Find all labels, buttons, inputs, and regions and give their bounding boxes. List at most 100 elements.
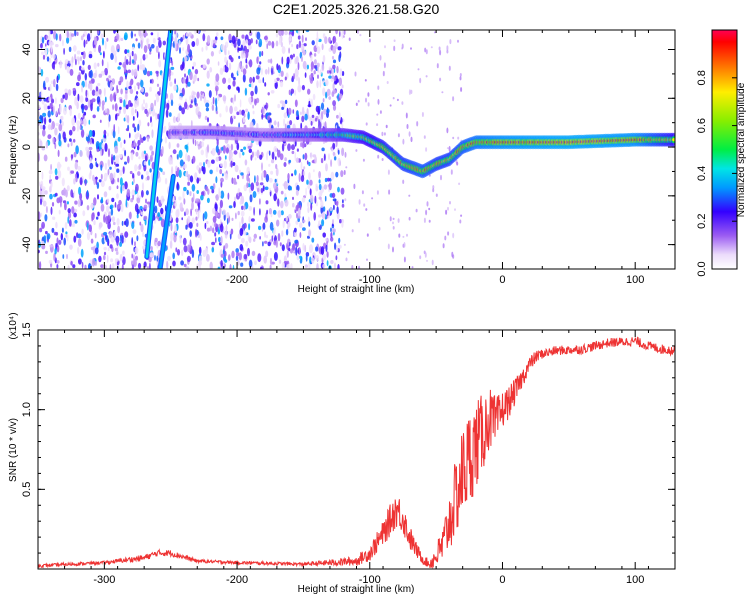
noise-speckle [116, 84, 118, 92]
noise-speckle [307, 206, 310, 214]
noise-speckle [103, 50, 105, 59]
noise-speckle [85, 39, 88, 45]
noise-speckle [183, 186, 187, 192]
noise-speckle [206, 254, 210, 262]
noise-speckle [212, 227, 215, 234]
noise-speckle [302, 60, 307, 70]
y-tick-label: -20 [21, 188, 33, 204]
noise-speckle [271, 151, 275, 161]
noise-speckle [331, 75, 335, 80]
noise-speckle [220, 181, 223, 188]
noise-speckle [71, 56, 74, 64]
noise-speckle [47, 134, 52, 140]
noise-speckle [150, 121, 153, 128]
noise-speckle [460, 214, 463, 217]
noise-speckle [48, 169, 53, 175]
noise-speckle [116, 168, 120, 173]
noise-speckle [123, 99, 126, 109]
noise-speckle [337, 157, 341, 167]
noise-speckle [283, 180, 288, 190]
noise-speckle [248, 216, 251, 223]
noise-speckle [38, 211, 41, 221]
noise-speckle [339, 68, 343, 77]
noise-speckle [197, 210, 200, 219]
noise-speckle [384, 45, 386, 49]
noise-speckle [54, 192, 58, 197]
noise-speckle [314, 118, 318, 122]
noise-speckle [227, 84, 231, 90]
noise-speckle [177, 116, 180, 123]
noise-speckle [58, 132, 61, 142]
noise-speckle [247, 111, 250, 120]
noise-speckle [41, 196, 44, 203]
noise-speckle [61, 177, 65, 187]
noise-speckle [302, 219, 306, 223]
noise-speckle [303, 43, 307, 47]
noise-speckle [89, 169, 92, 177]
noise-speckle [452, 232, 455, 239]
noise-speckle [270, 58, 273, 64]
noise-speckle [424, 252, 427, 258]
noise-speckle [120, 185, 123, 194]
noise-speckle [124, 181, 128, 190]
noise-speckle [271, 159, 275, 164]
noise-speckle [341, 221, 344, 228]
noise-speckle [136, 97, 139, 106]
noise-speckle [224, 250, 227, 257]
snr-multiplier: (x10⁴) [8, 312, 19, 339]
noise-speckle [334, 242, 337, 250]
noise-speckle [76, 82, 80, 87]
noise-speckle [296, 116, 300, 120]
noise-speckle [150, 102, 154, 111]
noise-speckle [256, 149, 260, 159]
colorbar-label: Normalized spectral amplitude [736, 82, 747, 217]
noise-speckle [218, 49, 221, 55]
noise-speckle [129, 211, 132, 220]
noise-speckle [111, 216, 115, 223]
noise-speckle [60, 115, 64, 121]
spectrogram-marks [38, 30, 675, 269]
noise-speckle [392, 226, 395, 230]
noise-speckle [62, 94, 65, 99]
noise-speckle [195, 208, 198, 215]
noise-speckle [306, 201, 310, 208]
noise-speckle [381, 158, 384, 161]
noise-speckle [146, 39, 149, 48]
noise-speckle [308, 100, 311, 108]
noise-speckle [312, 93, 316, 101]
noise-speckle [103, 231, 108, 236]
noise-speckle [152, 108, 156, 117]
noise-speckle [117, 177, 120, 183]
noise-speckle [425, 147, 428, 152]
noise-speckle [267, 40, 272, 46]
noise-speckle [296, 110, 299, 117]
noise-speckle [330, 227, 332, 233]
noise-speckle [137, 64, 140, 72]
noise-speckle [189, 71, 193, 81]
noise-speckle [144, 92, 149, 97]
noise-speckle [78, 58, 80, 65]
noise-speckle [289, 37, 292, 42]
noise-speckle [49, 193, 53, 200]
noise-speckle [290, 186, 292, 191]
noise-speckle [206, 35, 211, 44]
noise-speckle [148, 159, 151, 166]
noise-speckle [237, 87, 240, 94]
noise-speckle [74, 30, 77, 37]
noise-speckle [265, 200, 269, 205]
noise-speckle [446, 45, 449, 51]
noise-speckle [303, 170, 306, 176]
noise-speckle [195, 228, 198, 238]
noise-speckle [267, 59, 271, 63]
noise-speckle [265, 102, 268, 111]
noise-speckle [65, 189, 68, 198]
noise-speckle [321, 219, 325, 227]
noise-speckle [281, 244, 285, 252]
noise-speckle [408, 194, 411, 197]
noise-speckle [265, 250, 269, 258]
noise-speckle [48, 30, 51, 37]
noise-speckle [386, 81, 389, 84]
noise-speckle [104, 142, 108, 152]
noise-speckle [70, 261, 73, 266]
noise-speckle [234, 106, 238, 112]
